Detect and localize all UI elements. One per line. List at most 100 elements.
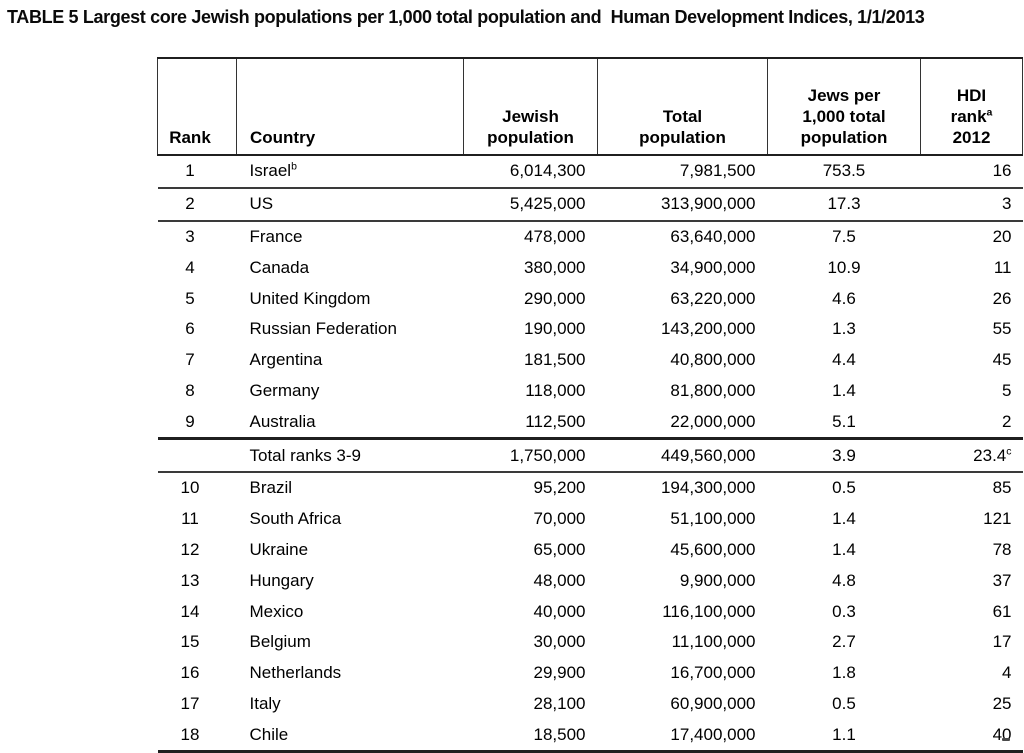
cell-rank: 13 bbox=[158, 565, 237, 596]
cell-hdi-rank: 78 bbox=[921, 535, 1023, 566]
cell-text: South Africa bbox=[249, 509, 342, 529]
table-row: 7 Argentina 181,500 40,800,000 4.4 45 bbox=[158, 345, 1023, 376]
cell-text: 1.3 bbox=[832, 319, 856, 339]
cell-jews-per-1000: 1.4 bbox=[768, 376, 921, 407]
cell-jews-per-1000: 10.9 bbox=[768, 252, 921, 283]
cell-jews-per-1000: 3.9 bbox=[767, 438, 921, 473]
cell-text: 9,900,000 bbox=[679, 570, 756, 590]
cell-country: France bbox=[237, 221, 464, 253]
table-title: TABLE 5 Largest core Jewish populations … bbox=[7, 7, 925, 27]
cell-text: 63,220,000 bbox=[670, 288, 756, 308]
header-text: 2012 bbox=[952, 128, 991, 147]
cell-total-population: 63,220,000 bbox=[598, 283, 768, 314]
cell-total-population: 116,100,000 bbox=[598, 596, 768, 627]
cell-text: 290,000 bbox=[524, 288, 586, 308]
cell-jews-per-1000: 0.5 bbox=[768, 472, 921, 504]
cell-country: Germany bbox=[237, 376, 464, 407]
table-row: 14 Mexico 40,000 116,100,000 0.3 61 bbox=[158, 596, 1023, 627]
cell-text: 9 bbox=[185, 411, 195, 431]
cell-text: 6 bbox=[185, 319, 195, 339]
header-line: population bbox=[768, 127, 920, 148]
cell-text: 17 bbox=[992, 632, 1012, 652]
cell-jewish-population: 1,750,000 bbox=[463, 438, 598, 473]
cell-text: 380,000 bbox=[524, 257, 586, 277]
table-row: 15 Belgium 30,000 11,100,000 2.7 17 bbox=[158, 627, 1023, 658]
cell-text: Hungary bbox=[249, 570, 314, 590]
column-header-jewish-population: Jewish population bbox=[463, 57, 598, 156]
cell-text: 1.1 bbox=[832, 724, 856, 744]
cell-text: 478,000 bbox=[524, 226, 586, 246]
cell-text: 81,800,000 bbox=[670, 380, 756, 400]
cell-rank: 14 bbox=[158, 596, 237, 627]
cell-rank: 8 bbox=[158, 376, 237, 407]
cell-country: United Kingdom bbox=[237, 283, 464, 314]
cell-text: 181,500 bbox=[524, 350, 586, 370]
header-text: Total bbox=[662, 107, 703, 126]
cell-text: 753.5 bbox=[822, 161, 866, 181]
cell-text: 3 bbox=[185, 226, 195, 246]
cell-text: 70,000 bbox=[533, 509, 586, 529]
cell-country: Israelb bbox=[236, 155, 464, 189]
cell-text: 34,900,000 bbox=[670, 257, 756, 277]
cell-total-population: 7,981,500 bbox=[597, 155, 768, 189]
cell-text: Israel bbox=[249, 161, 292, 181]
cell-total-population: 11,100,000 bbox=[598, 627, 768, 658]
cell-jewish-population: 65,000 bbox=[464, 535, 598, 566]
cell-total-population: 34,900,000 bbox=[598, 252, 768, 283]
cell-text: Germany bbox=[249, 380, 320, 400]
cell-jews-per-1000: 1.4 bbox=[768, 535, 921, 566]
column-header-hdi-rank: HDI ranka 2012 bbox=[920, 57, 1023, 156]
cell-rank: 16 bbox=[158, 658, 237, 689]
cell-total-population: 9,900,000 bbox=[598, 565, 768, 596]
cell-text: 29,900 bbox=[533, 663, 586, 683]
cell-text: 1,750,000 bbox=[509, 445, 586, 465]
cell-jewish-population: 190,000 bbox=[464, 314, 598, 345]
header-line: population bbox=[464, 127, 597, 148]
header-text: population bbox=[639, 128, 726, 147]
cell-total-population: 22,000,000 bbox=[597, 406, 768, 441]
cell-jewish-population: 181,500 bbox=[464, 345, 598, 376]
cell-total-population: 194,300,000 bbox=[598, 472, 768, 504]
cell-text: 1.4 bbox=[832, 539, 856, 559]
cell-text: 61 bbox=[992, 601, 1012, 621]
cell-text: 5 bbox=[1002, 380, 1012, 400]
cell-text: United Kingdom bbox=[249, 288, 371, 308]
table-row: 2 US 5,425,000 313,900,000 17.3 3 bbox=[157, 187, 1023, 222]
cell-hdi-rank: 17 bbox=[921, 627, 1023, 658]
cell-jews-per-1000: 5.1 bbox=[767, 406, 921, 441]
cell-total-population: 16,700,000 bbox=[598, 658, 768, 689]
header-line: Jews per bbox=[768, 85, 920, 106]
cell-text: 16 bbox=[992, 161, 1012, 181]
cell-text: Ukraine bbox=[249, 539, 309, 559]
cell-hdi-rank: 11 bbox=[921, 252, 1023, 283]
cell-text: 11 bbox=[993, 257, 1012, 277]
cell-text: 1.8 bbox=[832, 663, 856, 683]
cell-hdi-rank: 45 bbox=[921, 345, 1023, 376]
cell-text: 23.4 bbox=[973, 445, 1007, 465]
cell-text: 55 bbox=[992, 319, 1012, 339]
cell-text: 1.4 bbox=[832, 509, 856, 529]
header-text: HDI bbox=[956, 86, 987, 105]
cell-text: 2 bbox=[185, 194, 195, 214]
cell-hdi-rank: 4 bbox=[921, 658, 1023, 689]
column-header-country: Country bbox=[236, 57, 464, 156]
cell-text: 22,000,000 bbox=[670, 411, 756, 431]
cell-country: US bbox=[236, 187, 464, 222]
table-header: Rank Country Jewish population Total populati… bbox=[157, 57, 1023, 156]
table-row: 1 Israelb 6,014,300 7,981,500 753.5 16 bbox=[157, 155, 1023, 189]
cell-hdi-rank: 61 bbox=[921, 596, 1023, 627]
cell-text: 40,000 bbox=[533, 601, 586, 621]
table-row: 8 Germany 118,000 81,800,000 1.4 5 bbox=[158, 376, 1023, 407]
cell-text: 40,800,000 bbox=[670, 350, 756, 370]
cell-country: Ukraine bbox=[237, 535, 464, 566]
cell-jewish-population: 28,100 bbox=[464, 689, 598, 720]
header-text: rank bbox=[950, 107, 987, 126]
cell-text: 449,560,000 bbox=[660, 445, 756, 465]
cell-rank: 4 bbox=[158, 252, 237, 283]
cell-jews-per-1000: 7.5 bbox=[768, 221, 921, 253]
cell-text: Belgium bbox=[249, 632, 311, 652]
cell-jewish-population: 112,500 bbox=[463, 406, 598, 441]
cell-text: 1.4 bbox=[832, 380, 856, 400]
cell-text: 11 bbox=[181, 509, 199, 529]
table-row: 13 Hungary 48,000 9,900,000 4.8 37 bbox=[158, 565, 1023, 596]
